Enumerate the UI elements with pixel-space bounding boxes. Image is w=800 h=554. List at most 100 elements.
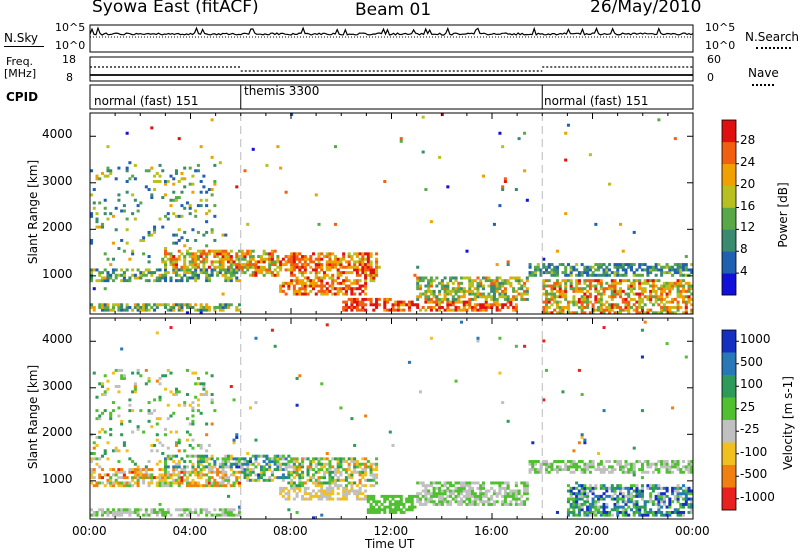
echo-cell [174, 214, 179, 218]
echo-cell [627, 505, 631, 509]
echo-cell [298, 287, 302, 291]
echo-cell [238, 249, 242, 253]
echo-cell [564, 287, 568, 291]
echo-cell [155, 268, 159, 272]
echo-cell [153, 308, 157, 312]
echo-cell [446, 486, 450, 490]
echo-cell [671, 489, 675, 493]
echo-cell [180, 457, 184, 461]
echo-cell [583, 486, 587, 490]
echo-cell [440, 305, 444, 309]
echo-cell [238, 263, 242, 267]
echo-cell [449, 494, 453, 498]
echo-cell [495, 279, 499, 283]
echo-cell [555, 271, 559, 275]
echo-cell [632, 505, 636, 509]
echo-cell [536, 460, 540, 464]
echo-cell [109, 411, 113, 415]
echo-cell [638, 292, 642, 296]
echo-cell [405, 500, 409, 504]
echo-cell [501, 305, 505, 309]
echo-cell [232, 260, 236, 264]
echo-cell [298, 476, 302, 480]
echo-cell [284, 260, 288, 264]
echo-cell [205, 371, 209, 375]
echo-cell [542, 300, 546, 304]
echo-cell [375, 476, 379, 480]
echo-cell [150, 473, 154, 477]
echo-cell [309, 492, 313, 496]
echo-cell [199, 443, 203, 447]
echo-cell [394, 308, 398, 312]
echo-cell [679, 289, 683, 293]
echo-cell [468, 279, 472, 283]
echo-cell [287, 260, 291, 264]
echo-cell [172, 212, 176, 216]
echo-cell [369, 263, 373, 267]
echo-cell [501, 295, 505, 299]
echo-cell [303, 263, 307, 267]
echo-cell [122, 476, 126, 480]
echo-cell [583, 494, 587, 498]
echo-cell [514, 305, 518, 309]
echo-cell [227, 508, 231, 512]
echo-cell [605, 305, 609, 309]
echo-cell [169, 454, 173, 458]
echo-cell [679, 263, 683, 267]
echo-cell [427, 484, 431, 488]
echo-cell [161, 303, 165, 307]
echo-cell [451, 492, 455, 496]
nsky-trace [89, 26, 694, 36]
echo-cell [388, 510, 392, 514]
echo-cell [218, 268, 222, 272]
echo-cell [498, 292, 502, 296]
echo-cell [174, 454, 179, 458]
echo-cell [438, 502, 442, 506]
echo-cell [194, 371, 198, 375]
echo-cell [490, 481, 494, 485]
echo-cell [599, 486, 603, 490]
echo-cell [646, 308, 650, 312]
echo-cell [457, 295, 461, 299]
echo-cell [435, 492, 439, 496]
echo-cell [580, 287, 584, 291]
echo-cell [276, 465, 280, 469]
echo-cell [216, 305, 220, 309]
echo-cell [180, 236, 184, 240]
echo-cell [205, 478, 209, 482]
echo-cell [361, 303, 365, 307]
echo-cell [591, 492, 595, 496]
echo-cell [205, 422, 209, 426]
echo-cell [569, 462, 573, 466]
echo-cell [106, 473, 110, 477]
echo-cell [164, 484, 168, 488]
echo-cell [207, 249, 211, 253]
echo-cell [460, 492, 464, 496]
echo-cell [662, 303, 666, 307]
echo-cell [566, 508, 570, 512]
echo-cell [147, 169, 151, 173]
echo-cell [229, 303, 233, 307]
echo-cell [588, 281, 592, 285]
echo-cell [295, 279, 299, 283]
echo-cell [259, 465, 263, 469]
echo-cell [292, 476, 296, 480]
echo-cell [333, 222, 337, 226]
echo-cell [660, 271, 664, 275]
echo-cell [542, 271, 546, 275]
echo-cell [111, 257, 115, 261]
echo-cell [276, 476, 280, 480]
echo-cell [207, 305, 211, 309]
echo-cell [542, 257, 546, 261]
echo-cell [177, 481, 181, 485]
echo-cell [484, 297, 488, 301]
echo-cell [619, 462, 623, 466]
echo-cell [111, 214, 115, 218]
echo-cell [394, 505, 398, 509]
echo-cell [649, 494, 653, 498]
echo-cell [251, 468, 255, 472]
echo-cell [657, 484, 661, 488]
echo-cell [366, 260, 370, 264]
echo-cell [671, 406, 675, 410]
echo-cell [281, 284, 285, 288]
